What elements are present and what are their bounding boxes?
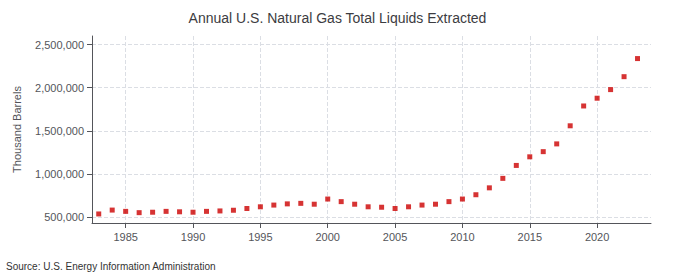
svg-text:1995: 1995 [248, 231, 272, 243]
svg-text:2020: 2020 [585, 231, 609, 243]
svg-text:2,000,000: 2,000,000 [35, 82, 84, 94]
svg-text:1,500,000: 1,500,000 [35, 125, 84, 137]
svg-text:Annual U.S. Natural Gas Total: Annual U.S. Natural Gas Total Liquids Ex… [189, 10, 487, 26]
svg-text:500,000: 500,000 [44, 211, 84, 223]
svg-text:2015: 2015 [518, 231, 542, 243]
svg-text:Thousand Barrels: Thousand Barrels [11, 86, 23, 173]
svg-text:2,500,000: 2,500,000 [35, 39, 84, 51]
svg-text:1,000,000: 1,000,000 [35, 168, 84, 180]
svg-text:1985: 1985 [113, 231, 137, 243]
svg-text:2005: 2005 [383, 231, 407, 243]
svg-text:2010: 2010 [450, 231, 474, 243]
svg-text:Source: U.S. Energy Informatio: Source: U.S. Energy Information Administ… [6, 261, 216, 272]
svg-text:1990: 1990 [181, 231, 205, 243]
svg-text:2000: 2000 [315, 231, 339, 243]
